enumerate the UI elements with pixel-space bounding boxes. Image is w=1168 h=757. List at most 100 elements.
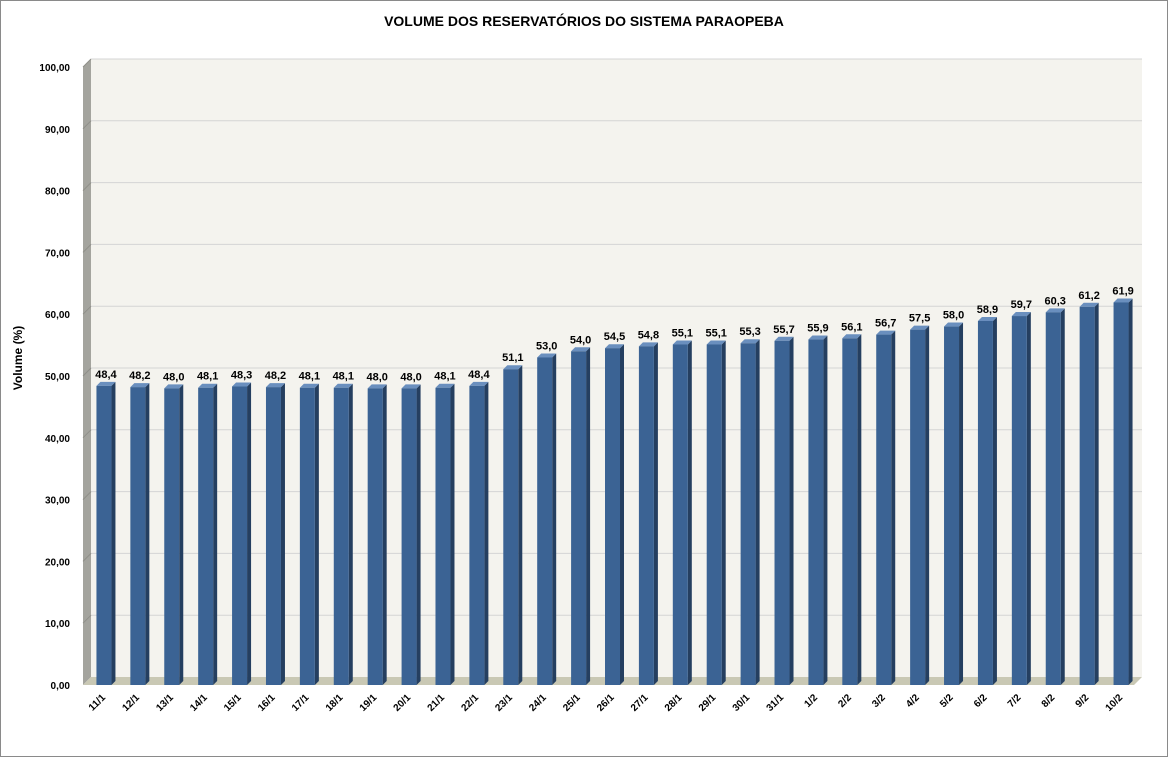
x-tick-label: 5/2 [938,692,956,710]
bar-6-2 [977,316,997,685]
bar-23-1 [503,365,523,685]
bar-top [571,347,591,352]
bar-top [198,383,218,388]
x-tick-label: 11/1 [87,692,108,713]
bar-top [1011,312,1031,317]
data-label: 60,3 [1045,295,1066,307]
bar-top [537,353,557,358]
bar-27-1 [638,342,658,685]
x-tick-label: 31/1 [765,692,787,714]
bar-side [789,336,794,685]
data-label: 55,9 [807,323,828,335]
bar-top [130,383,150,388]
bar-side [687,340,692,685]
data-label: 48,2 [129,370,150,382]
data-label: 51,1 [502,352,523,364]
x-tick-label: 20/1 [392,692,414,714]
bar-13-1 [164,384,184,685]
x-tick-label: 17/1 [290,692,312,714]
bar-25-1 [571,347,591,685]
bar [1079,306,1095,685]
bar [910,329,926,685]
x-tick-label: 29/1 [697,692,719,714]
bar-side [145,383,150,685]
x-tick-label: 1/2 [802,692,820,710]
y-tick-label: 20,00 [45,557,70,568]
bar-top [333,383,353,388]
bar-top [842,334,862,339]
bar-side [382,384,387,685]
y-tick-label: 10,00 [45,619,70,630]
bar [638,346,654,685]
bar-side [247,382,252,685]
bar [808,339,824,685]
x-tick-label: 7/2 [1006,692,1024,710]
x-tick-label: 2/2 [836,692,854,710]
bar [401,388,417,685]
bar-1-2 [808,335,828,685]
x-tick-label: 14/1 [188,692,210,714]
data-label: 59,7 [1011,299,1032,311]
data-label: 61,9 [1112,285,1133,297]
bar-top [96,381,116,386]
data-label: 55,3 [739,326,760,338]
bar-top [876,330,896,335]
bar [740,343,756,685]
y-tick-label: 40,00 [45,434,70,445]
data-label: 58,0 [943,310,964,322]
data-label: 55,1 [672,327,693,339]
bar-side [552,353,557,685]
data-label: 56,1 [841,321,862,333]
x-tick-label: 13/1 [154,692,176,714]
gridline-depth [82,614,92,624]
data-label: 55,1 [705,327,726,339]
bar-side [721,340,726,685]
bar-9-2 [1079,302,1099,685]
data-label: 48,1 [299,371,320,383]
bar-29-1 [706,340,726,685]
bar-31-1 [774,336,794,685]
bar-side [992,316,997,685]
bar-side [1026,312,1031,685]
data-label: 48,0 [400,371,421,383]
x-tick-label: 21/1 [426,692,448,714]
data-label: 55,7 [773,324,794,336]
bar [503,369,519,685]
bar-top [638,342,658,347]
bar-top [740,339,760,344]
bar-top [435,383,455,388]
bar-18-1 [333,383,353,685]
x-tick-label: 26/1 [595,692,617,714]
gridline-depth [82,58,92,68]
bar-2-2 [842,334,862,685]
bar-8-2 [1045,308,1065,685]
bar-19-1 [367,384,387,685]
bar-side [314,383,319,685]
y-axis-ticks: 0,00 10,00 20,00 30,00 40,00 50,00 60,00 70,00 8… [39,63,70,692]
bar [130,387,146,685]
bar [1045,312,1061,685]
x-tick-label: 8/2 [1040,692,1058,710]
bar-top [232,382,252,387]
data-label: 61,2 [1078,290,1099,302]
bar [96,385,112,685]
gridline-depth [82,491,92,500]
bar [571,351,587,685]
bar-top [1045,308,1065,313]
bar-top [1113,298,1133,303]
bar-top [605,344,624,349]
data-label: 48,4 [468,369,490,381]
bar-side [416,384,421,685]
bar-21-1 [435,383,455,685]
bar [232,386,248,685]
bar [1011,316,1027,685]
bar [1113,302,1129,685]
data-label: 48,3 [231,370,252,382]
bar [198,387,214,685]
bar-top [469,381,489,386]
data-label: 48,0 [366,371,387,383]
bar [265,387,281,685]
x-tick-label: 15/1 [222,692,244,714]
y-tick-label: 100,00 [39,63,70,74]
bar-11-1 [96,381,116,685]
